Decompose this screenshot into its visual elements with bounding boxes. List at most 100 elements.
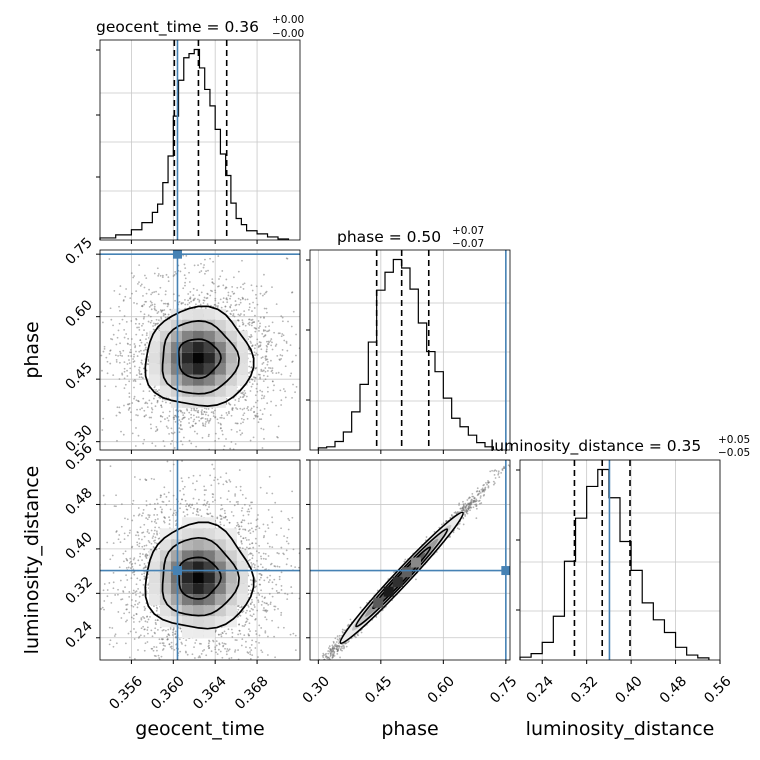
scatter-point — [271, 341, 273, 344]
scatter-point — [241, 493, 244, 496]
scatter-point — [193, 418, 196, 421]
scatter-point — [272, 389, 275, 392]
scatter-point — [180, 302, 183, 304]
scatter-point — [137, 649, 139, 651]
scatter-point — [258, 418, 261, 421]
scatter-point — [162, 411, 164, 414]
scatter-point — [188, 302, 191, 304]
scatter-point — [254, 401, 257, 404]
scatter-point — [138, 344, 141, 347]
scatter-point — [260, 418, 263, 421]
scatter-point — [228, 675, 230, 677]
scatter-point — [280, 611, 283, 614]
scatter-point — [171, 514, 174, 517]
scatter-point — [249, 646, 251, 649]
scatter-point — [125, 574, 127, 577]
scatter-point — [134, 591, 137, 594]
scatter-point — [239, 535, 242, 538]
scatter-point — [220, 517, 223, 520]
scatter-point — [155, 290, 157, 293]
scatter-point — [189, 426, 192, 429]
scatter-point — [208, 639, 210, 642]
scatter-point — [251, 321, 254, 324]
scatter-point — [200, 410, 203, 413]
scatter-point — [143, 578, 146, 580]
scatter-point — [271, 581, 274, 584]
scatter-point — [159, 496, 162, 499]
scatter-point — [145, 517, 148, 519]
scatter-point — [102, 494, 105, 497]
scatter-point — [260, 285, 263, 288]
scatter-point — [138, 281, 140, 284]
scatter-point — [252, 301, 254, 304]
scatter-point — [255, 352, 258, 355]
scatter-point — [200, 270, 203, 272]
scatter-point — [275, 303, 278, 305]
scatter-point — [143, 544, 146, 547]
scatter-point — [130, 355, 133, 357]
scatter-point — [123, 377, 126, 380]
scatter-point — [222, 297, 225, 300]
scatter-point — [164, 313, 167, 316]
scatter-point — [240, 313, 242, 315]
scatter-point — [241, 321, 244, 324]
scatter-point — [141, 559, 143, 562]
scatter-point — [153, 654, 156, 657]
scatter-point — [193, 299, 195, 301]
scatter-point — [179, 420, 182, 423]
scatter-point — [159, 415, 162, 418]
scatter-point — [188, 411, 191, 414]
scatter-point — [246, 407, 249, 410]
scatter-point — [239, 528, 241, 530]
scatter-point — [213, 467, 215, 470]
scatter-point — [238, 675, 240, 677]
scatter-point — [138, 328, 141, 331]
scatter-point — [173, 418, 176, 421]
scatter-point — [129, 367, 132, 370]
scatter-point — [156, 607, 159, 610]
scatter-point — [265, 602, 267, 605]
scatter-point — [188, 439, 191, 442]
scatter-point — [315, 602, 317, 604]
scatter-point — [172, 432, 175, 435]
scatter-point — [251, 601, 253, 604]
scatter-point — [184, 663, 186, 665]
scatter-point — [263, 316, 265, 318]
scatter-point — [188, 281, 191, 283]
scatter-point — [250, 335, 253, 338]
scatter-point — [174, 414, 176, 417]
scatter-point — [307, 317, 309, 319]
scatter-point — [169, 470, 172, 472]
scatter-point — [243, 314, 246, 316]
scatter-point — [266, 576, 269, 579]
scatter-point — [225, 632, 228, 635]
scatter-point — [119, 411, 122, 414]
scatter-point — [189, 291, 192, 293]
scatter-point — [262, 523, 265, 526]
scatter-point — [123, 560, 125, 563]
scatter-point — [154, 430, 157, 433]
scatter-point — [143, 313, 146, 316]
scatter-point — [137, 434, 140, 437]
scatter-point — [145, 500, 148, 502]
scatter-point — [195, 407, 198, 410]
scatter-point — [187, 476, 190, 479]
scatter-point — [246, 618, 249, 621]
scatter-point — [217, 285, 219, 288]
density-bin — [170, 319, 182, 331]
scatter-point — [150, 402, 153, 405]
scatter-point — [195, 480, 198, 483]
scatter-point — [132, 589, 135, 592]
scatter-point — [139, 339, 142, 342]
density-bin — [203, 308, 215, 320]
density-bin — [170, 363, 182, 375]
scatter-point — [243, 389, 246, 392]
scatter-point — [274, 501, 277, 504]
scatter-point — [185, 505, 187, 508]
scatter-point — [244, 529, 247, 531]
scatter-point — [280, 315, 283, 318]
scatter-point — [252, 436, 255, 439]
scatter-point — [117, 611, 120, 613]
scatter-point — [192, 512, 194, 515]
scatter-point — [234, 300, 237, 302]
